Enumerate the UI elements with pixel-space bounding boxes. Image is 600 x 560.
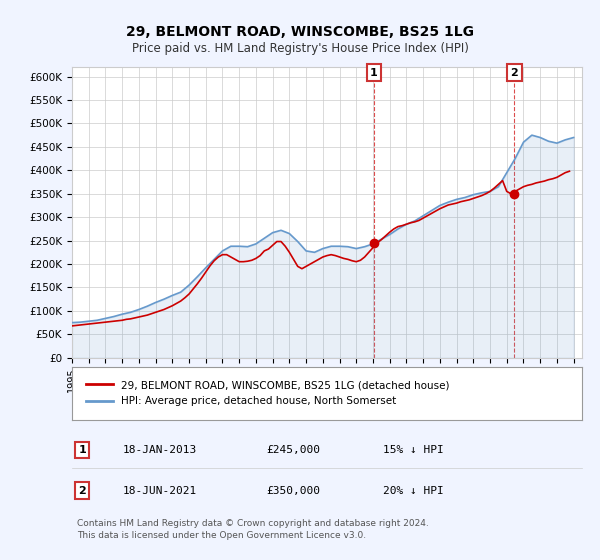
Text: 20% ↓ HPI: 20% ↓ HPI (383, 486, 444, 496)
Text: 18-JUN-2021: 18-JUN-2021 (123, 486, 197, 496)
Text: Contains HM Land Registry data © Crown copyright and database right 2024.
This d: Contains HM Land Registry data © Crown c… (77, 519, 429, 540)
Text: 2: 2 (79, 486, 86, 496)
Text: 29, BELMONT ROAD, WINSCOMBE, BS25 1LG: 29, BELMONT ROAD, WINSCOMBE, BS25 1LG (126, 25, 474, 39)
Text: 15% ↓ HPI: 15% ↓ HPI (383, 445, 444, 455)
Text: 2: 2 (511, 68, 518, 78)
Text: 18-JAN-2013: 18-JAN-2013 (123, 445, 197, 455)
Text: Price paid vs. HM Land Registry's House Price Index (HPI): Price paid vs. HM Land Registry's House … (131, 42, 469, 55)
Text: £245,000: £245,000 (266, 445, 320, 455)
Text: £350,000: £350,000 (266, 486, 320, 496)
Text: 1: 1 (79, 445, 86, 455)
Text: 1: 1 (370, 68, 377, 78)
Legend: 29, BELMONT ROAD, WINSCOMBE, BS25 1LG (detached house), HPI: Average price, deta: 29, BELMONT ROAD, WINSCOMBE, BS25 1LG (d… (82, 376, 454, 410)
